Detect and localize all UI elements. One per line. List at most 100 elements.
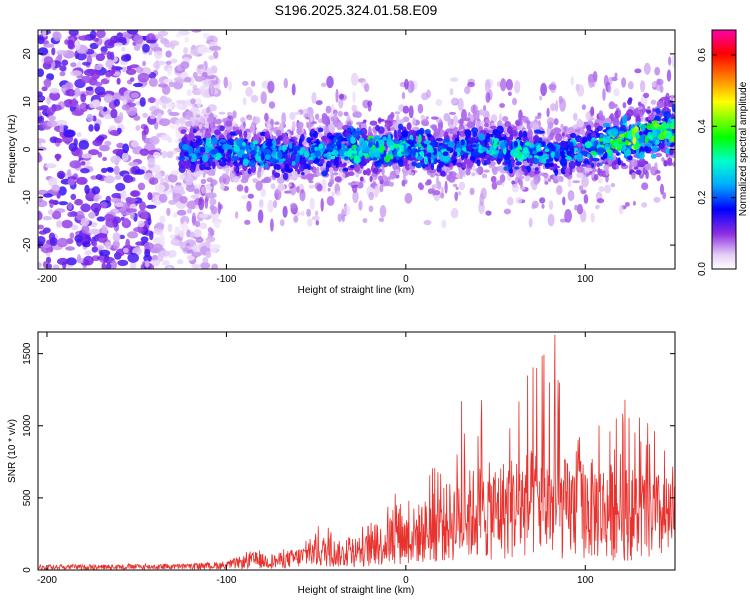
heatmap-cell [431,140,436,149]
heatmap-cell [239,160,243,164]
heatmap-cell [178,117,186,124]
heatmap-cell [210,82,214,96]
heatmap-cell [583,160,591,165]
heatmap-cell [595,132,600,138]
heatmap-cell [105,71,112,78]
heatmap-cell [393,150,399,156]
heatmap-cell [559,151,563,157]
heatmap-cell [613,141,619,147]
heatmap-cell [94,86,106,96]
heatmap-cell [236,184,244,192]
heatmap-cell [147,97,157,103]
heatmap-cell [419,150,425,157]
heatmap-cell [422,120,430,127]
heatmap-cell [260,188,266,197]
heatmap-cell [446,147,453,152]
heatmap-cell [381,167,385,176]
heatmap-cell [70,224,79,231]
heatmap-cell [605,144,613,148]
heatmap-cell [281,112,287,125]
heatmap-cell [351,144,357,150]
heatmap-cell [38,230,47,235]
heatmap-cell [48,177,58,187]
heatmap-cell [191,212,196,226]
heatmap-cell [91,186,101,195]
heatmap-cell [532,157,539,165]
heatmap-cell [112,232,121,242]
heatmap-cell [162,97,172,104]
heatmap-cell [353,164,361,173]
heatmap-cell [192,244,198,253]
heatmap-cell [180,215,190,225]
heatmap-cell [548,83,557,91]
heatmap-cell [452,159,456,166]
heatmap-cell [107,167,114,173]
heatmap-cell [283,78,288,89]
colorbar-gradient [711,29,737,270]
heatmap-cell [547,213,555,227]
heatmap-cell [209,198,217,206]
heatmap-cell [110,155,121,164]
heatmap-cell [459,118,464,127]
heatmap-cell [579,128,584,135]
heatmap-cell [211,149,217,155]
heatmap-cell [316,166,320,174]
y-tick-label: 0 [22,146,33,152]
heatmap-cell [199,84,207,96]
heatmap-cell [211,179,218,186]
heatmap-cell [89,30,97,40]
heatmap-cell [397,150,403,157]
heatmap-cell [450,207,459,219]
heatmap-cell [43,43,55,48]
heatmap-cell [548,162,555,167]
heatmap-cell [229,131,236,136]
heatmap-cell [226,111,233,116]
heatmap-cell [270,183,276,190]
heatmap-cell [153,227,164,235]
heatmap-cell [522,130,528,139]
heatmap-cell [564,209,572,223]
heatmap-cell [500,78,507,92]
heatmap-cell [457,97,464,111]
heatmap-cell [301,172,305,176]
heatmap-cell [250,80,256,87]
heatmap-cell [344,131,350,137]
heatmap-cell [477,166,481,174]
heatmap-cell [38,36,45,45]
heatmap-cell [110,197,122,203]
heatmap-cell [627,155,633,161]
heatmap-cell [182,160,191,169]
heatmap-cell [252,178,259,184]
heatmap-cell [240,124,244,130]
heatmap-cell [170,238,180,246]
heatmap-cell [603,122,611,128]
heatmap-cell [388,181,394,187]
heatmap-cell [176,209,187,216]
heatmap-cell [581,104,587,110]
heatmap-cell [228,80,232,92]
heatmap-cell [110,108,118,119]
heatmap-cell [242,158,249,167]
heatmap-cell [465,145,473,152]
heatmap-cell [467,160,474,169]
heatmap-cell [479,109,484,116]
heatmap-cell [421,163,429,168]
heatmap-cell [111,65,116,75]
heatmap-cell [289,111,296,121]
heatmap-cell [43,193,53,198]
heatmap-cell [96,216,106,222]
heatmap-cell [604,151,608,159]
heatmap-cell [90,71,100,80]
heatmap-cell [600,170,607,174]
heatmap-cell [264,130,270,139]
heatmap-cell [615,164,620,170]
heatmap-cell [194,220,201,228]
heatmap-cell [148,177,159,185]
heatmap-cell [264,162,269,169]
heatmap-cell [643,146,649,152]
heatmap-cell [190,125,194,135]
heatmap-cell [241,153,250,159]
heatmap-cell [350,136,356,144]
